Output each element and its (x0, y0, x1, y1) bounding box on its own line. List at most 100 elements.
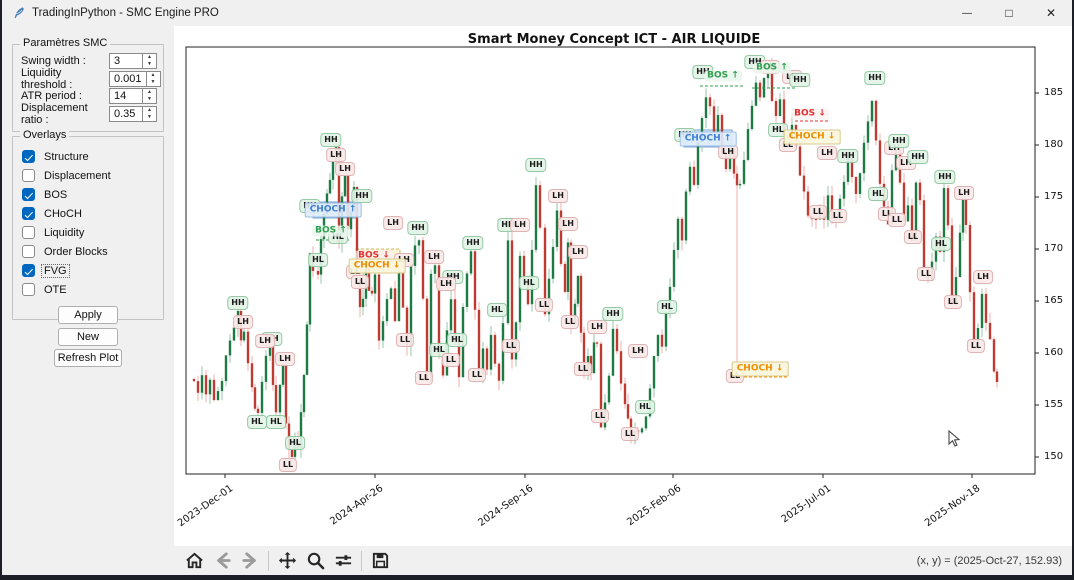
spin-up-icon[interactable]: ▲ (147, 54, 152, 60)
swing-label-hl: HL (657, 300, 677, 314)
window-controls: — □ ✕ (946, 0, 1072, 26)
spin-up-icon[interactable]: ▲ (150, 71, 156, 78)
checkbox-checked-icon[interactable] (22, 150, 35, 163)
app-icon (14, 7, 24, 19)
swing-label-ll: LL (560, 315, 580, 329)
param-label: Displacement ratio : (21, 101, 88, 126)
overlay-checkbox-displacement[interactable]: Displacement (22, 168, 113, 183)
structure-level-lines (316, 85, 828, 378)
y-axis-tick-label: 170 (1044, 243, 1064, 254)
swing-label-lh: LH (568, 245, 588, 259)
overlays-legend: Overlays (20, 129, 70, 141)
swing-label-hh: HH (837, 149, 859, 163)
swing-label-ll: LL (467, 368, 487, 382)
checkbox-checked-icon[interactable] (22, 188, 35, 201)
swing-label-hl: HL (308, 253, 328, 267)
forward-icon[interactable] (237, 550, 263, 572)
y-axis-tick-label: 150 (1044, 451, 1064, 462)
overlay-checkbox-ote[interactable]: OTE (22, 282, 69, 297)
param-spinbox: 14 ▲ ▼ (109, 88, 157, 104)
bos-up-annotation: BOS ↑ (312, 225, 350, 237)
choch-up-annotation: CHOCH ↑ (304, 202, 362, 218)
bos-up-annotation: BOS ↑ (704, 70, 742, 82)
y-axis-tick-label: 155 (1044, 399, 1064, 410)
bos-down-annotation: BOS ↓ (791, 108, 829, 120)
apply-button[interactable]: Apply (58, 306, 118, 324)
pan-icon[interactable] (274, 550, 300, 572)
overlay-checkbox-order-blocks[interactable]: Order Blocks (22, 244, 110, 259)
spin-up-icon[interactable]: ▲ (147, 106, 152, 113)
swing-label-hh: HH (888, 134, 910, 148)
overlay-checkbox-choch[interactable]: CHoCH (22, 206, 84, 221)
configure-icon[interactable] (330, 550, 356, 572)
param-spinbox: 0.35 ▲ ▼ (109, 105, 157, 122)
spin-down-icon[interactable]: ▼ (150, 78, 156, 85)
swing-label-lh: LH (383, 216, 403, 230)
swing-label-lh: LH (587, 320, 607, 334)
swing-label-lh: LH (326, 148, 346, 162)
cursor-coordinates: (x, y) = (2025-Oct-27, 152.93) (916, 554, 1062, 567)
overlay-checkbox-fvg[interactable]: FVG (22, 263, 70, 278)
param-value-input[interactable]: 3 (109, 53, 142, 69)
swing-label-ll: LL (414, 371, 434, 385)
params-legend: Paramètres SMC (20, 37, 111, 49)
swing-label-ll: LL (943, 295, 963, 309)
param-value-input[interactable]: 14 (109, 88, 142, 104)
checkbox-checked-icon[interactable] (22, 207, 35, 220)
param-row: ATR period :14 ▲ ▼ (21, 88, 157, 104)
swing-label-lh: LH (424, 250, 444, 264)
param-label: Liquidity threshold : (21, 66, 73, 91)
param-row: Displacement ratio : 0.35 ▲ ▼ (21, 102, 157, 126)
swing-label-hh: HH (462, 236, 484, 250)
spin-down-icon[interactable]: ▼ (147, 113, 152, 120)
swing-label-hl: HL (266, 415, 286, 429)
spin-down-icon[interactable]: ▼ (147, 96, 152, 102)
swing-label-hl: HL (519, 276, 539, 290)
spin-down-icon[interactable]: ▼ (147, 61, 152, 67)
swing-label-lh: LH (954, 186, 974, 200)
swing-label-lh: LH (510, 218, 530, 232)
minimize-button[interactable]: — (962, 7, 972, 19)
back-icon[interactable] (209, 550, 235, 572)
swing-label-hh: HH (789, 73, 811, 87)
overlay-label: Structure (44, 150, 89, 163)
overlay-checkbox-structure[interactable]: Structure (22, 149, 91, 164)
swing-label-hh: HH (525, 158, 547, 172)
swing-label-ll: LL (395, 333, 415, 347)
spin-up-icon[interactable]: ▲ (147, 89, 152, 95)
y-axis-tick-label: 175 (1044, 191, 1064, 202)
overlay-label: Displacement (44, 169, 111, 182)
checkbox-unchecked-icon[interactable] (22, 245, 35, 258)
choch-down-annotation: CHOCH ↓ (731, 361, 789, 377)
candlestick-chart (185, 46, 1039, 478)
swing-label-lh: LH (973, 270, 993, 284)
checkbox-unchecked-icon[interactable] (22, 169, 35, 182)
swing-label-lh: LH (548, 189, 568, 203)
param-value-input[interactable]: 0.001 (109, 70, 146, 87)
choch-down-annotation: CHOCH ↓ (783, 129, 841, 145)
swing-label-lh: LH (255, 334, 275, 348)
params-groupbox: Paramètres SMC Swing width :3 ▲ ▼ Liquidity… (12, 37, 164, 132)
zoom-icon[interactable] (302, 550, 328, 572)
refresh-plot-button[interactable]: Refresh Plot (54, 349, 122, 367)
param-value-input[interactable]: 0.35 (109, 105, 142, 122)
swing-label-hl: HL (285, 436, 305, 450)
swing-label-lh: LH (233, 315, 253, 329)
swing-label-hh: HH (407, 221, 429, 235)
overlay-checkbox-liquidity[interactable]: Liquidity (22, 225, 86, 240)
checkbox-unchecked-icon[interactable] (22, 226, 35, 239)
swing-label-ll: LL (573, 362, 593, 376)
save-icon[interactable] (367, 550, 393, 572)
close-button[interactable]: ✕ (1045, 6, 1057, 20)
figure-canvas[interactable]: Smart Money Concept ICT - AIR LIQUIDE HH… (174, 26, 1072, 546)
new-button[interactable]: New (58, 328, 118, 346)
param-row: Liquidity threshold : 0.001 ▲ ▼ (21, 67, 161, 91)
maximize-button[interactable]: □ (1005, 6, 1013, 20)
overlay-checkbox-bos[interactable]: BOS (22, 187, 69, 202)
checkbox-checked-icon[interactable] (22, 264, 35, 277)
overlay-label: FVG (41, 263, 70, 278)
swing-label-ll: LL (828, 209, 848, 223)
home-icon[interactable] (181, 550, 207, 572)
checkbox-unchecked-icon[interactable] (22, 283, 35, 296)
title-bar: TradingInPython - SMC Engine PRO — □ ✕ (2, 0, 1072, 26)
